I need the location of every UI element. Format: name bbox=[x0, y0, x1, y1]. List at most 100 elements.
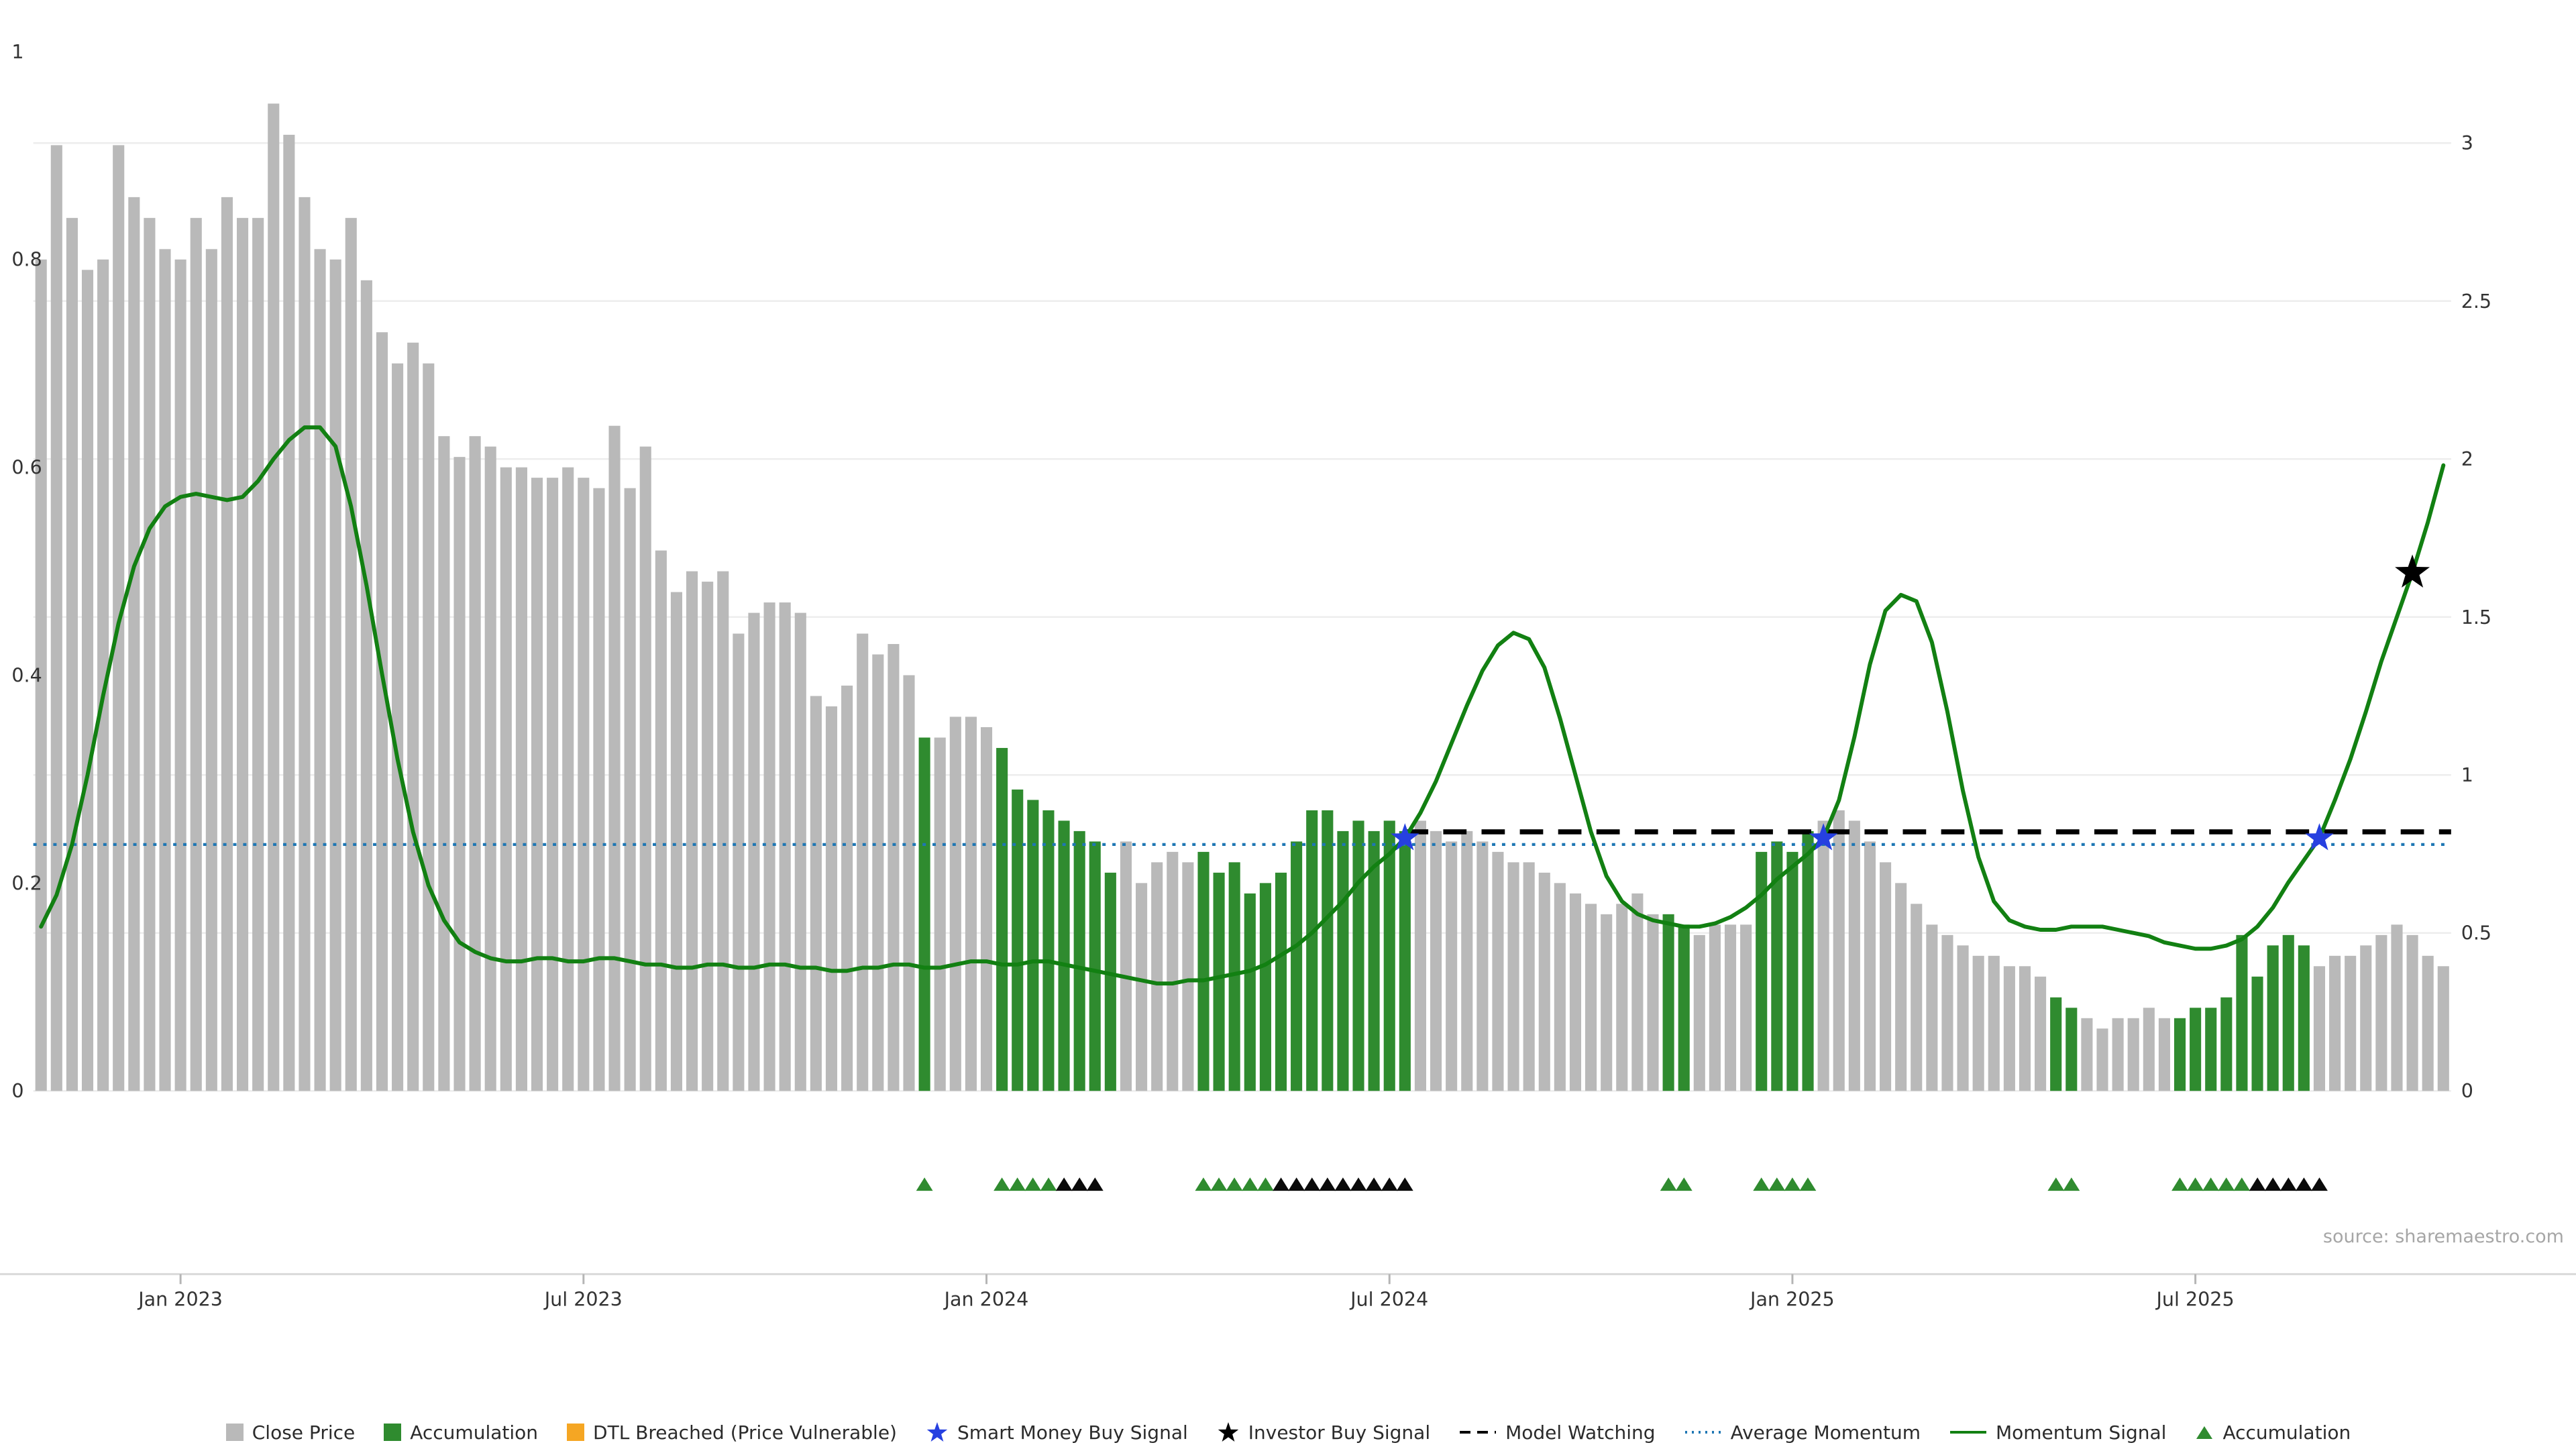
left-axis-tick-label: 0 bbox=[11, 1080, 23, 1102]
accumulation-marker-green bbox=[2171, 1177, 2188, 1191]
legend-item-accumulation: Accumulation bbox=[383, 1421, 538, 1444]
legend-line-swatch bbox=[1949, 1431, 1986, 1434]
close-price-bar bbox=[857, 633, 869, 1091]
accumulation-bar bbox=[2298, 945, 2310, 1091]
close-price-bar bbox=[174, 259, 186, 1091]
accumulation-bar bbox=[1291, 841, 1303, 1091]
left-axis-tick-label: 0.4 bbox=[11, 664, 42, 686]
legend-item-accumulation-marker: Accumulation bbox=[2194, 1421, 2351, 1444]
close-price-bar bbox=[779, 602, 791, 1091]
accumulation-bar bbox=[1662, 914, 1674, 1091]
accumulation-marker-green bbox=[1675, 1177, 1693, 1191]
close-price-bar bbox=[2406, 934, 2418, 1091]
accumulation-marker-black bbox=[2295, 1177, 2312, 1191]
close-price-bar bbox=[794, 612, 806, 1091]
accumulation-bar bbox=[996, 747, 1008, 1091]
legend-item-close-price: Close Price bbox=[225, 1421, 355, 1444]
close-price-bar bbox=[1538, 872, 1550, 1091]
legend-label: Smart Money Buy Signal bbox=[957, 1421, 1188, 1444]
accumulation-marker-green bbox=[1799, 1177, 1817, 1191]
close-price-bar bbox=[376, 332, 388, 1091]
accumulation-marker-green bbox=[2047, 1177, 2065, 1191]
close-price-bar bbox=[1616, 904, 1628, 1091]
accumulation-marker-black bbox=[1396, 1177, 1413, 1191]
close-price-bar bbox=[872, 654, 884, 1091]
accumulation-marker-black bbox=[1071, 1177, 1088, 1191]
accumulation-marker-black bbox=[1381, 1177, 1398, 1191]
close-price-bar bbox=[733, 633, 745, 1091]
close-price-bar bbox=[1585, 904, 1597, 1091]
close-price-bar bbox=[252, 217, 264, 1091]
legend-square-swatch bbox=[225, 1424, 244, 1441]
accumulation-bar bbox=[1042, 810, 1055, 1091]
bars-layer bbox=[35, 103, 2449, 1091]
momentum-signal-line bbox=[39, 425, 2446, 986]
close-price-bar bbox=[1492, 851, 1504, 1091]
close-price-bar bbox=[159, 249, 171, 1091]
left-axis-tick-label: 0.8 bbox=[11, 249, 42, 271]
investor-buy-signal-star bbox=[2395, 554, 2430, 588]
close-price-bar bbox=[35, 259, 47, 1091]
close-price-bar bbox=[639, 446, 651, 1091]
close-price-bar bbox=[2127, 1018, 2139, 1091]
accumulation-marker-green bbox=[916, 1177, 933, 1191]
legend-star-icon bbox=[926, 1422, 948, 1442]
close-price-bar bbox=[655, 550, 667, 1091]
close-price-bar bbox=[1911, 904, 1923, 1091]
x-axis-date-label: Jan 2024 bbox=[943, 1288, 1029, 1310]
close-price-bar bbox=[763, 602, 775, 1091]
accumulation-bar bbox=[1089, 841, 1101, 1091]
close-price-bar bbox=[205, 249, 217, 1091]
x-axis-date-label: Jan 2025 bbox=[1749, 1288, 1835, 1310]
close-price-bar bbox=[299, 197, 311, 1091]
accumulation-bar bbox=[1802, 830, 1814, 1091]
accumulation-marker-black bbox=[1334, 1177, 1352, 1191]
accumulation-bar bbox=[1678, 924, 1690, 1091]
close-price-bar bbox=[2112, 1018, 2124, 1091]
close-price-bar bbox=[1988, 955, 2000, 1091]
accumulation-bar bbox=[2065, 1008, 2078, 1091]
accumulation-bar bbox=[1259, 883, 1271, 1091]
close-price-bar bbox=[128, 197, 140, 1091]
accumulation-bar bbox=[1756, 851, 1768, 1091]
close-price-bar bbox=[314, 249, 326, 1091]
accumulation-marker-black bbox=[1303, 1177, 1321, 1191]
close-price-bar bbox=[268, 103, 280, 1091]
close-price-bar bbox=[1523, 862, 1535, 1091]
legend-label: Close Price bbox=[252, 1421, 356, 1444]
close-price-bar bbox=[221, 197, 233, 1091]
accumulation-bar bbox=[1786, 851, 1799, 1091]
accumulation-bar bbox=[1771, 841, 1783, 1091]
accumulation-bar bbox=[2050, 997, 2062, 1091]
close-price-bar bbox=[360, 280, 372, 1091]
close-price-bar bbox=[2096, 1028, 2108, 1091]
close-price-bar bbox=[500, 467, 512, 1091]
accumulation-marker-black bbox=[2311, 1177, 2328, 1191]
close-price-bar bbox=[407, 342, 419, 1091]
axes-layer: 1 0.8 0.6 0.4 0.2 0 3 2.5 2 1.5 1 0.5 0 Jan 2023 Jul 2… bbox=[0, 41, 2576, 1310]
close-price-bar bbox=[531, 478, 543, 1091]
close-price-bar bbox=[624, 488, 636, 1091]
accumulation-marker-black bbox=[2279, 1177, 2297, 1191]
accumulation-marker-black bbox=[1365, 1177, 1383, 1191]
close-price-bar bbox=[1554, 883, 1566, 1091]
accumulation-marker-green bbox=[2233, 1177, 2251, 1191]
close-price-bar bbox=[66, 217, 78, 1091]
close-price-bar bbox=[2360, 945, 2372, 1091]
close-price-bar bbox=[1136, 883, 1148, 1091]
close-price-bar bbox=[1926, 924, 1938, 1091]
right-axis-tick-label: 2.5 bbox=[2461, 290, 2491, 313]
legend-item-momentum-signal: Momentum Signal bbox=[1949, 1421, 2166, 1444]
close-price-bar bbox=[903, 675, 915, 1091]
close-price-bar bbox=[717, 571, 729, 1091]
right-axis-tick-label: 2 bbox=[2461, 448, 2473, 470]
close-price-bar bbox=[1647, 914, 1659, 1091]
right-axis-tick-label: 1 bbox=[2461, 764, 2473, 786]
close-price-bar bbox=[1182, 862, 1194, 1091]
accumulation-bar bbox=[2190, 1008, 2202, 1091]
legend-square-swatch bbox=[567, 1424, 585, 1441]
legend-label: Average Momentum bbox=[1730, 1421, 1921, 1444]
source-attribution: source: sharemaestro.com bbox=[2322, 1226, 2564, 1247]
close-price-bar bbox=[980, 727, 993, 1091]
accumulation-bar bbox=[1383, 820, 1395, 1091]
